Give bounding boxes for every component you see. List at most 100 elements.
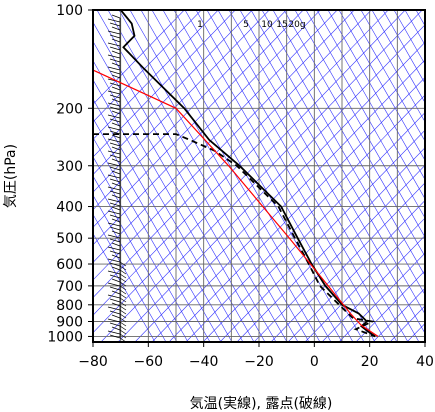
wind-barb (119, 265, 127, 271)
adiabat-line (140, 10, 332, 342)
wind-barb (119, 329, 127, 335)
adiabat-line (349, 10, 425, 142)
wind-barb (111, 62, 121, 67)
wind-barb (109, 94, 121, 99)
y-tick-label: 400 (56, 200, 83, 216)
wind-barb (111, 206, 121, 211)
y-tick-label: 700 (56, 279, 83, 295)
adiabat-line (206, 10, 398, 342)
wind-barb (119, 313, 127, 319)
wind-barb (111, 158, 121, 163)
x-tick-label: 20 (361, 354, 379, 370)
wind-barb (119, 297, 127, 303)
wind-barb (107, 66, 121, 71)
wind-barb (107, 186, 121, 191)
y-tick-label: 200 (56, 101, 83, 117)
wind-barb (107, 174, 121, 179)
wind-barb (111, 314, 121, 319)
wind-barb (109, 238, 121, 243)
wind-barb (107, 138, 121, 143)
wind-barb (111, 218, 121, 223)
adiabat-line (338, 10, 425, 161)
wind-barb (109, 334, 121, 339)
wind-barb (119, 277, 127, 283)
wind-barb (119, 325, 127, 331)
adiabat-line (93, 136, 211, 342)
wind-barb (109, 262, 121, 267)
y-tick-label: 500 (56, 231, 83, 247)
adiabat-line (93, 233, 156, 342)
wind-barb (119, 333, 127, 339)
wind-barb (119, 317, 127, 323)
adiabat-line (195, 10, 387, 342)
wind-barb (109, 166, 121, 171)
wind-barb (107, 258, 121, 263)
adiabat-line (261, 10, 425, 296)
wind-barb (109, 34, 121, 39)
moist-adiabat-line (304, 217, 425, 342)
x-tick-label: −20 (244, 354, 274, 370)
wind-barb (107, 42, 121, 47)
moist-adiabat-line (93, 10, 270, 193)
moist-adiabat-line (338, 252, 425, 342)
wind-barb (119, 293, 127, 299)
wind-barb (111, 74, 121, 79)
wind-barb (111, 194, 121, 199)
moist-adiabat-line (236, 147, 425, 342)
wind-barb (107, 282, 121, 287)
wind-barb (109, 298, 121, 303)
wind-barb (109, 154, 121, 159)
adiabat-line (360, 10, 425, 123)
mixing-ratio-label: 15 (276, 20, 287, 30)
moist-adiabat-line (117, 24, 425, 342)
moist-adiabat-line (168, 77, 425, 342)
x-tick-label: −60 (134, 354, 164, 370)
wind-barb (107, 294, 121, 299)
y-tick-label: 900 (56, 315, 83, 331)
wind-barb (111, 242, 121, 247)
x-tick-label: −80 (78, 354, 108, 370)
adiabat-line (93, 175, 189, 342)
wind-barb (111, 278, 121, 283)
wind-barb (107, 102, 121, 107)
wind-barb (109, 226, 121, 231)
moist-adiabat-line (93, 10, 304, 228)
wind-barb (119, 321, 127, 327)
wind-barb (109, 274, 121, 279)
wind-barb (109, 322, 121, 327)
y-tick-label: 1000 (47, 329, 83, 345)
mixing-ratio-label: 10 (261, 20, 273, 30)
wind-barb (111, 182, 121, 187)
mixing-ratio-label: 1 (197, 20, 203, 30)
moist-adiabat-line (270, 182, 425, 342)
wind-barb (107, 210, 121, 215)
wind-barb (109, 82, 121, 87)
wind-barb (119, 285, 127, 291)
moist-adiabat-line (253, 164, 425, 342)
wind-barb (111, 110, 121, 115)
wind-barb (107, 306, 121, 311)
mixing-ratio-label: 20g (288, 20, 305, 30)
wind-barb (109, 310, 121, 315)
adiabat-line (327, 10, 425, 181)
wind-barb (109, 22, 121, 27)
wind-barb (111, 254, 121, 259)
moist-adiabat-line (219, 129, 425, 342)
wind-barb (119, 289, 127, 295)
moist-adiabat-line (93, 10, 219, 140)
x-tick-label: 40 (416, 354, 434, 370)
wind-barb (107, 198, 121, 203)
wind-barb (111, 170, 121, 175)
wind-barb (119, 273, 127, 279)
adiabat-line (118, 10, 310, 342)
x-tick-label: −40 (189, 354, 219, 370)
wind-barb (109, 58, 121, 63)
wind-barb (111, 98, 121, 103)
wind-barb (119, 261, 127, 267)
adiabat-line (272, 10, 425, 277)
wind-barb (107, 162, 121, 167)
adiabat-line (294, 10, 425, 238)
adiabat-line (184, 10, 376, 342)
wind-barb (111, 266, 121, 271)
wind-barb (109, 202, 121, 207)
